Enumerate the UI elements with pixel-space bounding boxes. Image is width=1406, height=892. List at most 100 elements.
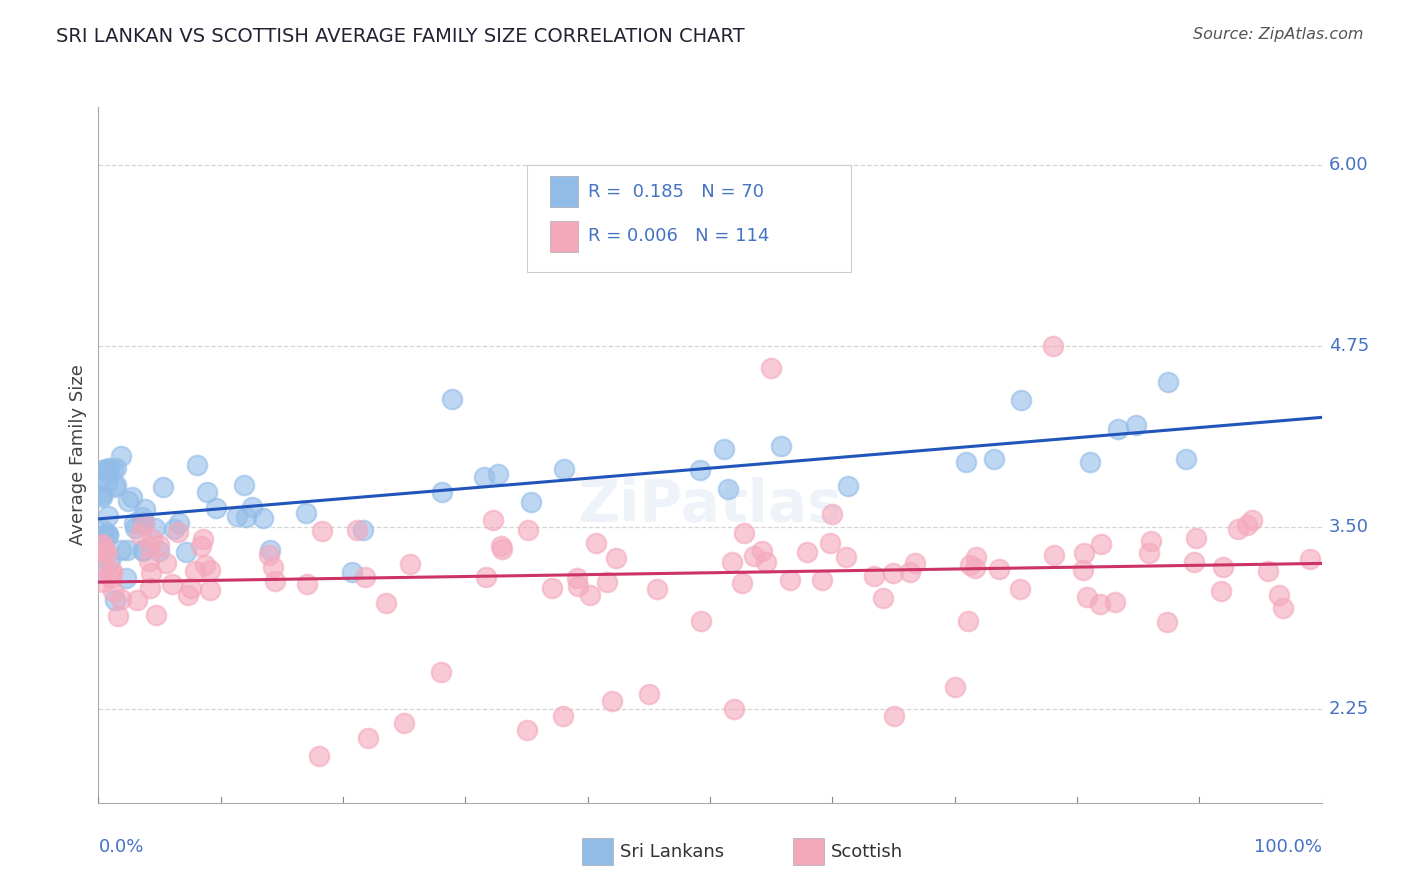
Point — [166, 525, 188, 540]
Point — [1212, 560, 1234, 574]
Point — [1073, 546, 1095, 560]
Point — [1090, 537, 1112, 551]
Point — [472, 470, 495, 484]
Point — [308, 749, 330, 764]
Point — [863, 569, 886, 583]
Point — [198, 563, 221, 577]
Point — [1185, 531, 1208, 545]
Point — [1042, 339, 1064, 353]
Point — [356, 731, 378, 745]
Point — [105, 478, 128, 492]
Point — [1271, 601, 1294, 615]
Point — [821, 179, 844, 194]
Point — [770, 439, 793, 453]
Point — [872, 591, 894, 605]
Point — [519, 495, 541, 509]
Text: ZiPatlas: ZiPatlas — [578, 477, 842, 534]
Point — [481, 513, 503, 527]
Point — [163, 522, 186, 536]
Text: 4.75: 4.75 — [1329, 337, 1369, 355]
Point — [311, 524, 333, 539]
Point — [97, 508, 120, 523]
Point — [1182, 555, 1205, 569]
Point — [1107, 422, 1129, 436]
Point — [97, 526, 120, 541]
Point — [965, 561, 987, 575]
Point — [97, 528, 120, 542]
Point — [110, 542, 132, 557]
Point — [91, 491, 114, 505]
Point — [489, 539, 512, 553]
Point — [240, 500, 263, 515]
Point — [486, 467, 509, 482]
Point — [91, 463, 114, 477]
Point — [134, 516, 156, 530]
Point — [139, 581, 162, 595]
Point — [1268, 588, 1291, 602]
Point — [297, 577, 319, 591]
Point — [516, 523, 538, 537]
Point — [134, 501, 156, 516]
Point — [115, 542, 138, 557]
Point — [115, 572, 138, 586]
Point — [1299, 552, 1322, 566]
Point — [94, 462, 117, 476]
Point — [110, 592, 132, 607]
Point — [131, 510, 153, 524]
Point — [352, 523, 374, 537]
Point — [194, 558, 217, 573]
Text: Sri Lankans: Sri Lankans — [620, 843, 724, 861]
Point — [818, 536, 841, 550]
Point — [883, 708, 905, 723]
Point — [100, 564, 122, 578]
Point — [177, 588, 200, 602]
Text: 6.00: 6.00 — [1329, 156, 1368, 174]
Point — [91, 574, 114, 589]
Point — [122, 516, 145, 530]
Text: 3.50: 3.50 — [1329, 518, 1368, 536]
Point — [440, 392, 463, 406]
Point — [132, 517, 155, 532]
Point — [988, 562, 1011, 576]
Point — [1071, 563, 1094, 577]
Point — [155, 556, 177, 570]
Point — [1010, 582, 1032, 597]
Point — [200, 582, 222, 597]
Point — [596, 575, 619, 590]
Point — [1174, 452, 1197, 467]
Point — [96, 467, 118, 481]
Point — [733, 525, 755, 540]
Point — [553, 708, 575, 723]
Point — [174, 545, 197, 559]
Text: 0.0%: 0.0% — [98, 838, 143, 856]
Point — [600, 694, 623, 708]
Point — [1078, 455, 1101, 469]
Point — [191, 532, 214, 546]
Point — [637, 687, 661, 701]
Point — [91, 537, 114, 551]
Point — [430, 485, 453, 500]
Point — [138, 554, 160, 568]
Point — [904, 556, 927, 570]
Point — [835, 550, 858, 565]
Point — [128, 527, 150, 541]
Point — [717, 482, 740, 496]
Point — [1236, 517, 1258, 532]
Point — [127, 593, 149, 607]
Point — [132, 542, 155, 557]
Point — [742, 549, 765, 563]
Point — [257, 548, 280, 562]
Point — [553, 462, 575, 476]
Point — [392, 716, 416, 731]
Point — [205, 500, 228, 515]
Text: Source: ZipAtlas.com: Source: ZipAtlas.com — [1194, 27, 1364, 42]
Point — [1137, 546, 1160, 560]
Point — [761, 361, 783, 376]
Point — [184, 564, 207, 578]
Point — [103, 583, 125, 598]
Point — [965, 549, 987, 564]
Point — [541, 581, 564, 595]
Point — [983, 452, 1005, 467]
Point — [689, 463, 711, 477]
Point — [779, 573, 801, 587]
